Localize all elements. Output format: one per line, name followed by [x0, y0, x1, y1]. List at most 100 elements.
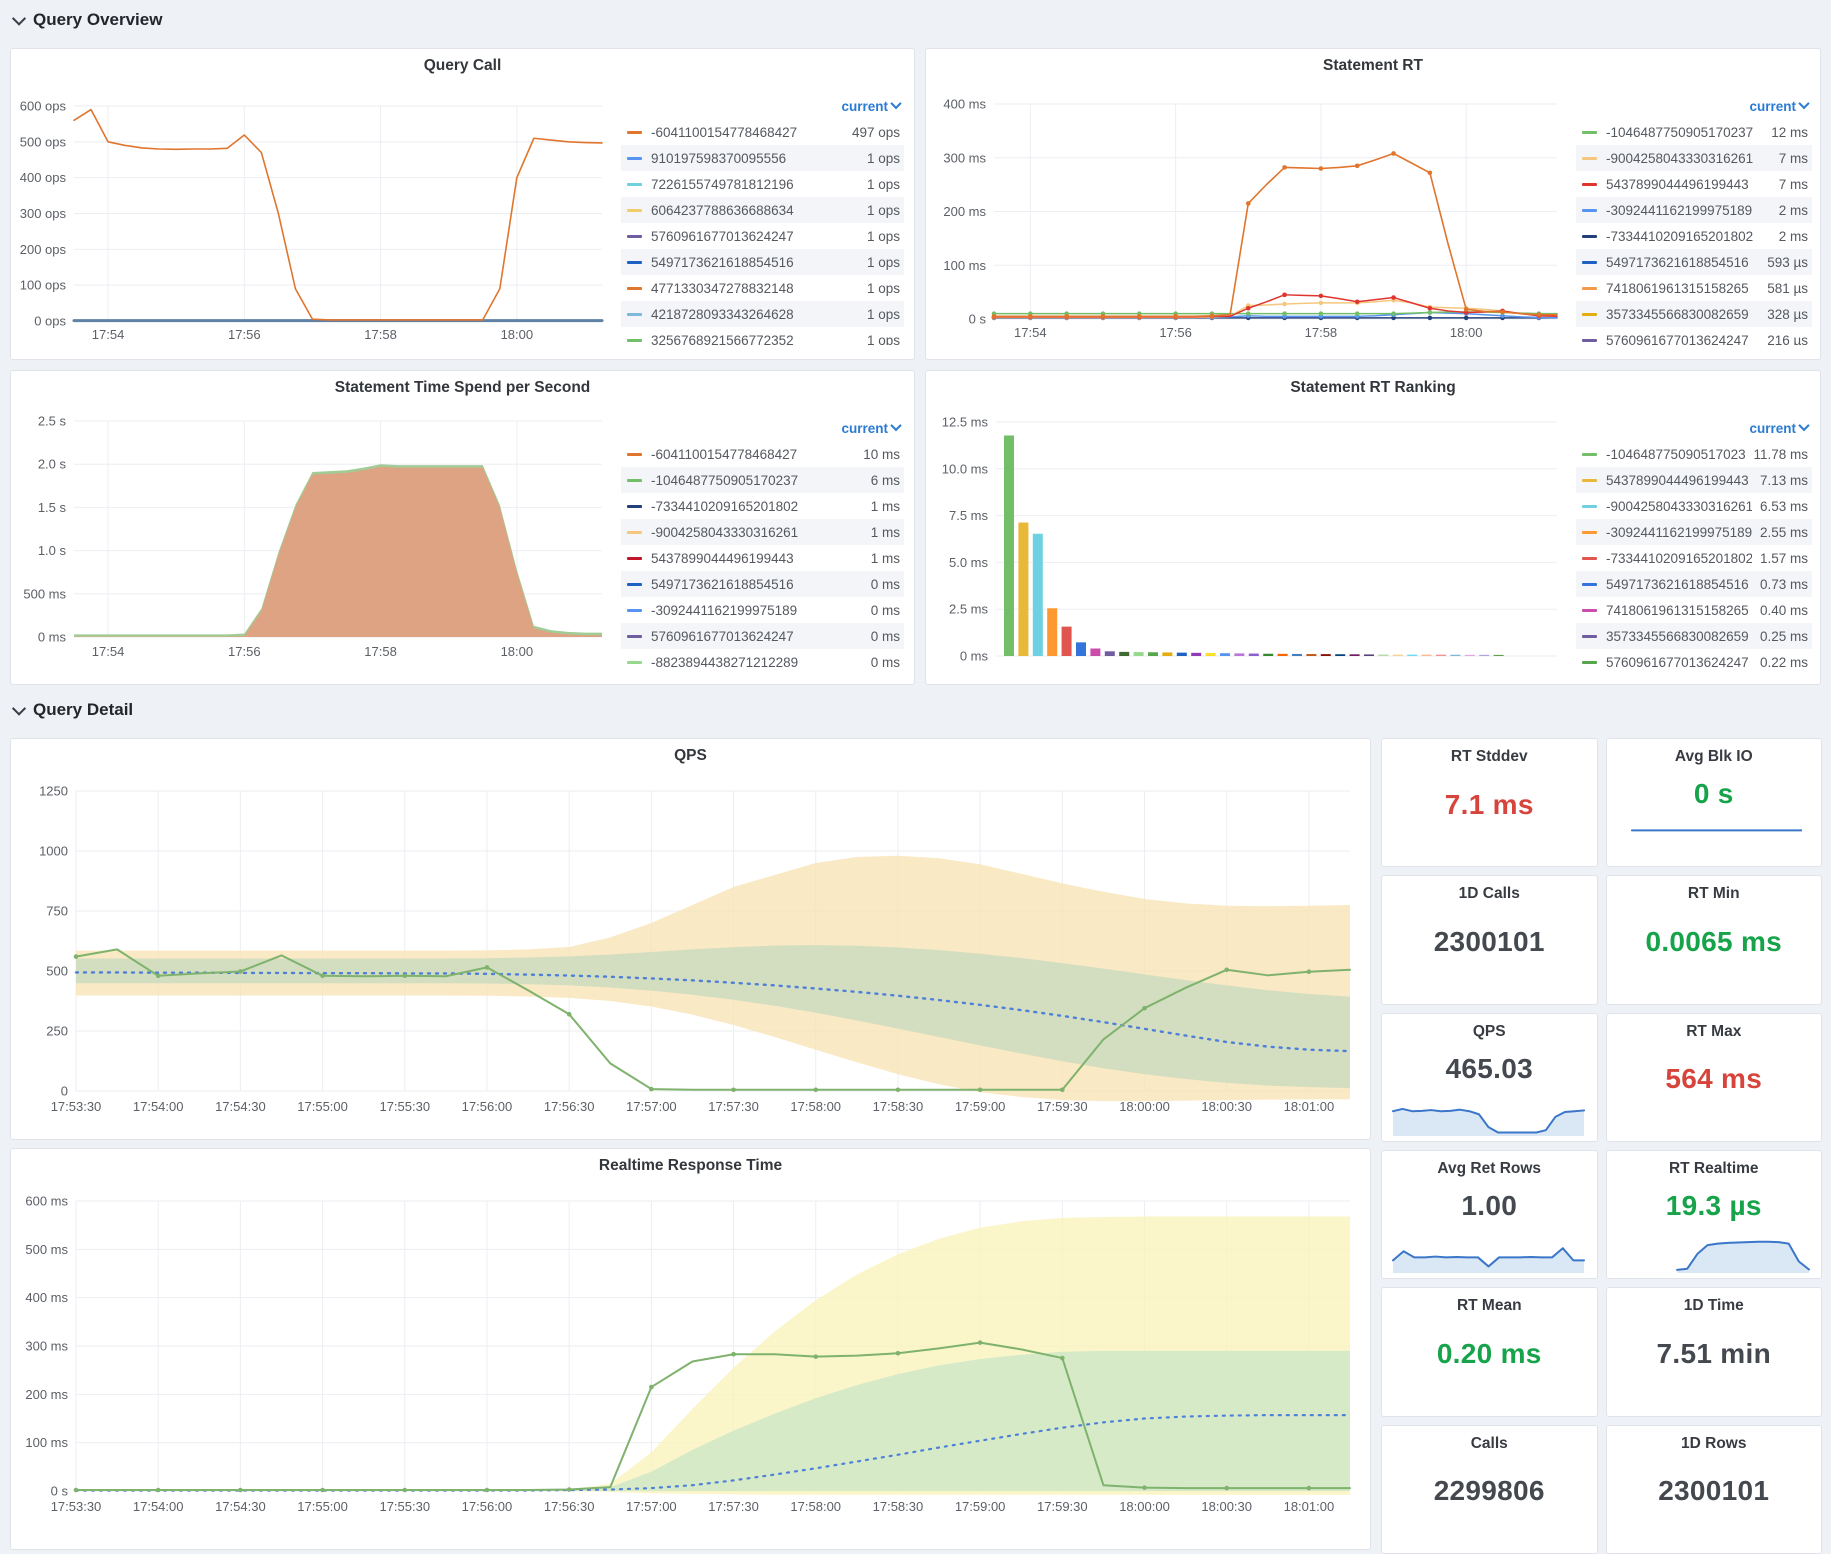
- legend-series-id: 5437899044496199443: [1606, 472, 1749, 488]
- legend-series-value: 2.55 ms: [1759, 524, 1808, 540]
- legend-row[interactable]: 5497173621618854516 593 µs: [1576, 249, 1812, 275]
- stat-title[interactable]: Avg Ret Rows: [1437, 1159, 1542, 1177]
- stat-panel-calls: Calls 2299806: [1381, 1424, 1598, 1554]
- stat-title[interactable]: Avg Blk IO: [1674, 748, 1753, 765]
- stat-panel-1d-rows: 1D Rows 2300101: [1605, 1424, 1822, 1554]
- legend-row[interactable]: 910197598370095556 1 ops: [621, 145, 904, 171]
- legend-series-id: -3092441162199975189: [1606, 524, 1752, 540]
- legend-row[interactable]: -7334410209165201802 1 ms: [621, 493, 904, 519]
- stat-title[interactable]: RT Min: [1687, 885, 1740, 903]
- statement-rt-chart[interactable]: 0 s 100 ms 200 ms 300 ms 400 ms 17:54 17:56 17:…: [934, 77, 1569, 359]
- section-header-query-overview[interactable]: Query Overview: [11, 10, 162, 30]
- qps-chart[interactable]: 0 250 500 750 1000 1250 17:53:30 17:54:00 17:54:…: [19, 767, 1364, 1139]
- legend-series-id: 5760961677013624247: [1606, 654, 1749, 670]
- legend-row[interactable]: -6041100154778468427 10 ms: [621, 441, 904, 467]
- panel-title[interactable]: QPS: [674, 747, 707, 764]
- legend-row[interactable]: -7334410209165201802 2 ms: [1576, 223, 1812, 249]
- legend-series-id: 5497173621618854516: [651, 576, 794, 592]
- stat-title[interactable]: 1D Time: [1683, 1297, 1744, 1315]
- panel-title[interactable]: Statement RT: [1323, 57, 1423, 74]
- legend-series-color: [627, 530, 642, 534]
- sparkline-rt_realtime: [1675, 1241, 1810, 1274]
- panel-time-spend: Statement Time Spend per Second 0 ms 500 …: [10, 370, 915, 685]
- legend-series-value: 497 ops: [851, 124, 900, 140]
- svg-text:18:01:00: 18:01:00: [1284, 1099, 1335, 1114]
- legend-sort-current[interactable]: current: [1576, 415, 1812, 441]
- stat-title[interactable]: 1D Rows: [1681, 1434, 1747, 1452]
- legend-row[interactable]: 5497173621618854516 1 ops: [621, 249, 904, 275]
- legend-row[interactable]: 7418061961315158265 581 µs: [1576, 275, 1812, 301]
- svg-text:10.0 ms: 10.0 ms: [942, 461, 989, 476]
- legend-row[interactable]: -3092441162199975189 2.55 ms: [1576, 519, 1812, 545]
- legend-row[interactable]: -1046487750905170237 11.78 ms: [1576, 441, 1812, 467]
- legend-row[interactable]: -6041100154778468427 497 ops: [621, 119, 904, 145]
- legend-row[interactable]: -7334410209165201802 1.57 ms: [1576, 545, 1812, 571]
- legend-series-value: 0 ms: [870, 576, 900, 592]
- stat-title[interactable]: RT Mean: [1456, 1297, 1522, 1315]
- legend-row[interactable]: 6064237788636688634 1 ops: [621, 197, 904, 223]
- realtime-response-time-chart[interactable]: 0 s 100 ms 200 ms 300 ms 400 ms 500 ms 600 ms 1…: [19, 1177, 1364, 1549]
- panel-title[interactable]: Query Call: [423, 57, 502, 74]
- panel-title[interactable]: Statement RT Ranking: [1290, 379, 1456, 396]
- time-spend-chart[interactable]: 0 ms 500 ms 1.0 s 1.5 s 2.0 s 2.5 s 17:54 17:56…: [19, 399, 614, 684]
- legend-row[interactable]: -1046487750905170237 12 ms: [1576, 119, 1812, 145]
- rt-ranking-chart[interactable]: 0 ms 2.5 ms 5.0 ms 7.5 ms 10.0 ms 12.5 ms: [934, 399, 1569, 684]
- legend-row[interactable]: 5760961677013624247 0 ms: [621, 623, 904, 649]
- legend-series-id: 4218728093343264628: [651, 306, 794, 322]
- legend-row[interactable]: 4771330347278832148 1 ops: [621, 275, 904, 301]
- legend-row[interactable]: -3092441162199975189 0 ms: [621, 597, 904, 623]
- legend-series-color: [627, 556, 642, 560]
- legend-series-value: 0 ms: [870, 654, 900, 670]
- legend-series-value: 1 ms: [870, 550, 900, 566]
- svg-text:17:58:00: 17:58:00: [790, 1099, 841, 1114]
- legend-row[interactable]: 5760961677013624247 216 µs: [1576, 327, 1812, 345]
- panel-title[interactable]: Statement Time Spend per Second: [334, 379, 591, 396]
- svg-text:300 ms: 300 ms: [943, 150, 986, 165]
- section-header-query-detail[interactable]: Query Detail: [11, 700, 133, 720]
- legend-row[interactable]: 4218728093343264628 1 ops: [621, 301, 904, 327]
- legend-series-value: 0.22 ms: [1759, 654, 1808, 670]
- legend-row[interactable]: 5497173621618854516 0 ms: [621, 571, 904, 597]
- legend-row[interactable]: 5760961677013624247 0.22 ms: [1576, 649, 1812, 670]
- legend-series-id: 5497173621618854516: [651, 254, 794, 270]
- legend-sort-current[interactable]: current: [621, 93, 904, 119]
- legend-row[interactable]: 7418061961315158265 0.40 ms: [1576, 597, 1812, 623]
- svg-text:17:57:00: 17:57:00: [626, 1499, 677, 1514]
- query-call-chart[interactable]: 0 ops 100 ops 200 ops 300 ops 400 ops 500 ops…: [19, 77, 614, 359]
- legend-sort-current[interactable]: current: [621, 415, 904, 441]
- legend-series-color: [627, 208, 642, 212]
- legend-row[interactable]: 5437899044496199443 7.13 ms: [1576, 467, 1812, 493]
- legend-row[interactable]: 7226155749781812196 1 ops: [621, 171, 904, 197]
- legend-row[interactable]: 5437899044496199443 7 ms: [1576, 171, 1812, 197]
- stat-title[interactable]: RT Max: [1686, 1022, 1742, 1040]
- stat-title[interactable]: RT Stddev: [1450, 748, 1528, 765]
- svg-text:5.0 ms: 5.0 ms: [949, 555, 989, 570]
- stat-value: 1.00: [1461, 1190, 1518, 1222]
- legend-row[interactable]: 3256768921566772352 1 ops: [621, 327, 904, 345]
- stat-title[interactable]: QPS: [1472, 1022, 1506, 1040]
- legend-series-value: 6.53 ms: [1759, 498, 1808, 514]
- legend-row[interactable]: -9004258043330316261 1 ms: [621, 519, 904, 545]
- stat-title[interactable]: Calls: [1470, 1434, 1508, 1452]
- stat-title[interactable]: RT Realtime: [1668, 1159, 1759, 1177]
- svg-text:7.5 ms: 7.5 ms: [949, 508, 989, 523]
- legend-sort-current[interactable]: current: [1576, 93, 1812, 119]
- legend-row[interactable]: 3573345566830082659 328 µs: [1576, 301, 1812, 327]
- legend-sort-label: current: [841, 420, 888, 436]
- legend-row[interactable]: -9004258043330316261 6.53 ms: [1576, 493, 1812, 519]
- stat-value: 0 s: [1693, 778, 1734, 810]
- legend-series-value: 0.73 ms: [1759, 576, 1808, 592]
- legend-row[interactable]: 5497173621618854516 0.73 ms: [1576, 571, 1812, 597]
- legend-row[interactable]: -3092441162199975189 2 ms: [1576, 197, 1812, 223]
- legend-series-color: [1582, 504, 1597, 508]
- legend-row[interactable]: 3573345566830082659 0.25 ms: [1576, 623, 1812, 649]
- legend-row[interactable]: -8823894438271212289 0 ms: [621, 649, 904, 670]
- legend-row[interactable]: 5760961677013624247 1 ops: [621, 223, 904, 249]
- legend-row[interactable]: 5437899044496199443 1 ms: [621, 545, 904, 571]
- legend-series-value: 1.57 ms: [1759, 550, 1808, 566]
- legend-series-color: [1582, 312, 1597, 316]
- panel-title[interactable]: Realtime Response Time: [598, 1157, 783, 1174]
- stat-title[interactable]: 1D Calls: [1458, 885, 1520, 903]
- legend-row[interactable]: -9004258043330316261 7 ms: [1576, 145, 1812, 171]
- legend-row[interactable]: -1046487750905170237 6 ms: [621, 467, 904, 493]
